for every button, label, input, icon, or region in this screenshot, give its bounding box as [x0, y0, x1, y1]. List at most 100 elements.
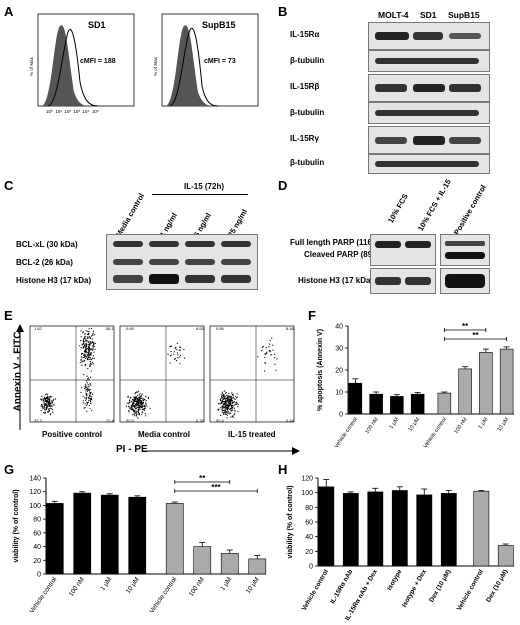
flow-event-dot	[223, 398, 225, 400]
flow-event-dot	[137, 398, 139, 400]
flow-event-dot	[139, 396, 141, 398]
flow-event-dot	[80, 330, 82, 332]
flow-event-dot	[236, 401, 238, 403]
flow-event-dot	[227, 405, 229, 407]
flow-yaxis-arrow	[16, 324, 24, 430]
flow-event-dot	[226, 401, 228, 403]
flow-event-dot	[235, 402, 237, 404]
flow-event-dot	[276, 358, 278, 360]
flow-event-dot	[92, 334, 94, 336]
flow-event-dot	[46, 408, 48, 410]
flow-event-dot	[53, 404, 55, 406]
flow-event-dot	[174, 358, 176, 360]
flow-event-dot	[80, 358, 82, 360]
flow-event-dot	[88, 404, 91, 407]
flow-event-dot	[90, 397, 92, 400]
flow-event-dot	[55, 398, 57, 400]
chart-bar	[410, 393, 425, 415]
flow-event-dot	[46, 393, 48, 395]
flow-event-dot	[90, 358, 92, 360]
chart-ytick-label: 80	[305, 505, 313, 512]
flow-event-dot	[138, 413, 140, 415]
flow-event-dot	[48, 408, 50, 410]
flow-event-dot	[134, 415, 136, 417]
flow-event-dot	[135, 407, 137, 409]
flow-event-dot	[44, 409, 46, 411]
flow-event-dot	[183, 348, 185, 350]
flow-event-dot	[48, 397, 50, 399]
flow-event-dot	[129, 407, 131, 409]
flow-event-dot	[88, 336, 90, 338]
flow-event-dot	[51, 402, 53, 404]
flow-event-dot	[90, 342, 92, 344]
flow-event-dot	[138, 405, 140, 407]
flow-event-dot	[92, 332, 94, 334]
flow-event-dot	[87, 386, 89, 388]
chart-ytick-label: 100	[29, 503, 41, 510]
flow-event-dot	[52, 404, 54, 406]
tick: 10¹	[55, 109, 62, 114]
flow-event-dot	[227, 410, 229, 412]
histogram-supb15-svg	[161, 13, 259, 107]
flow-event-dot	[88, 346, 90, 348]
flow-event-dot	[136, 400, 138, 402]
flow-event-dot	[80, 336, 82, 338]
flow-event-dot	[274, 357, 276, 359]
chart-bar	[248, 558, 267, 575]
flow-event-dot	[225, 413, 227, 415]
flow-event-dot	[232, 415, 234, 417]
flow-event-dot	[88, 332, 90, 334]
flow-event-dot	[90, 389, 92, 391]
flow-event-dot	[85, 363, 87, 366]
flow-event-dot	[223, 407, 225, 409]
flow-event-dot	[230, 395, 232, 398]
flow-event-dot	[229, 408, 231, 411]
flow-event-dot	[93, 357, 95, 360]
flow-event-dot	[138, 394, 140, 396]
flow-q1-p3: 0.66	[216, 326, 224, 331]
chart-bar	[342, 493, 359, 567]
flow-event-dot	[237, 403, 239, 405]
flow-event-dot	[149, 407, 151, 409]
blot-c-group-label: IL-15 (72h)	[184, 182, 225, 191]
flow-event-dot	[90, 354, 92, 356]
flow-event-dot	[230, 404, 232, 406]
flow-event-dot	[92, 341, 94, 343]
flow-event-dot	[89, 356, 91, 358]
flow-event-dot	[88, 399, 90, 401]
flow-event-dot	[84, 333, 86, 335]
flow-event-dot	[127, 396, 129, 398]
flow-event-dot	[90, 353, 92, 355]
flow-event-dot	[86, 341, 88, 343]
chart-ylabel: viability (% of control)	[287, 485, 294, 558]
chart-bar	[220, 553, 239, 575]
flow-event-dot	[175, 347, 177, 349]
flow-event-dot	[221, 405, 223, 407]
flow-event-dot	[40, 398, 42, 400]
flow-event-dot	[45, 394, 47, 396]
flow-event-dot	[139, 400, 141, 402]
blot-b-band-3	[368, 74, 490, 102]
flow-event-dot	[84, 407, 86, 409]
flow-event-dot	[226, 394, 228, 396]
flow-event-dot	[81, 344, 84, 346]
flow-event-dot	[85, 397, 88, 399]
panel-label-e: E	[4, 308, 13, 323]
flow-event-dot	[137, 403, 139, 405]
flow-event-dot	[180, 346, 182, 348]
flow-event-dot	[225, 408, 227, 410]
histogram-supb15-title: SupB15	[202, 20, 236, 30]
flow-event-dot	[84, 351, 86, 353]
chart-ytick-label: 100	[301, 490, 313, 497]
flow-event-dot	[80, 340, 82, 342]
flow-event-dot	[90, 398, 93, 401]
flow-q2-p3: 8.48	[286, 326, 294, 331]
flow-event-dot	[264, 370, 266, 372]
flow-event-dot	[46, 406, 48, 408]
chart-category-label: 1 μM	[219, 576, 233, 592]
flow-event-dot	[234, 398, 236, 400]
flow-event-dot	[145, 413, 147, 415]
flow-event-dot	[131, 398, 134, 400]
flow-event-dot	[86, 402, 88, 404]
flow-event-dot	[42, 399, 44, 401]
